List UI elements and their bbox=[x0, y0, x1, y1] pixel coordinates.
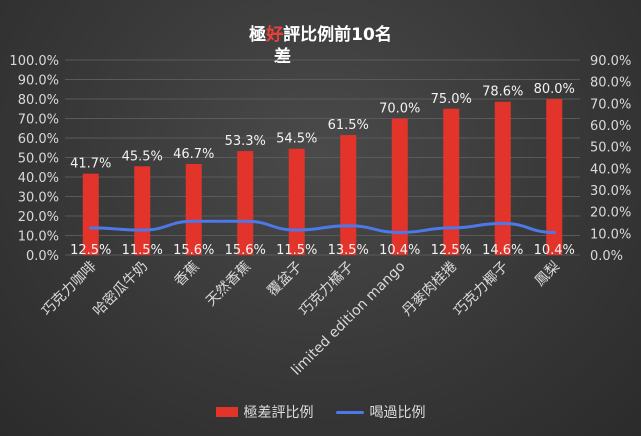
line-value-label: 15.6% bbox=[225, 243, 266, 258]
series-line bbox=[89, 219, 556, 234]
line-point bbox=[346, 224, 350, 228]
line-value-label: 10.4% bbox=[534, 243, 575, 258]
y-left-tick-label: 10.0% bbox=[18, 230, 59, 245]
y-right-tick-label: 10.0% bbox=[590, 227, 631, 242]
y-left-tick-label: 80.0% bbox=[18, 93, 59, 108]
category-label: 覆盆子 bbox=[265, 259, 306, 300]
line-point bbox=[243, 219, 247, 223]
line-point bbox=[140, 228, 144, 232]
title-prefix: 極 bbox=[249, 25, 267, 45]
y-left-tick-label: 100.0% bbox=[9, 54, 59, 69]
bar bbox=[494, 101, 511, 255]
line-point bbox=[89, 226, 93, 230]
line-value-label: 13.5% bbox=[328, 243, 369, 258]
bar bbox=[134, 166, 151, 255]
line-value-label: 12.5% bbox=[70, 243, 111, 258]
y-right-tick-label: 40.0% bbox=[590, 162, 631, 177]
bar-value-label: 78.6% bbox=[482, 85, 523, 100]
legend: 極差評比例 喝過比例 bbox=[0, 402, 641, 422]
bar bbox=[185, 163, 202, 255]
title-rest: 評比例前10名 bbox=[283, 25, 392, 45]
bar bbox=[546, 99, 563, 255]
legend-item-line: 喝過比例 bbox=[335, 402, 426, 422]
line-value-label: 15.6% bbox=[173, 243, 214, 258]
line-point bbox=[295, 228, 299, 232]
y-right-tick-label: 0.0% bbox=[590, 249, 623, 264]
legend-item-bar: 極差評比例 bbox=[215, 402, 314, 422]
bar bbox=[82, 173, 99, 255]
line-value-label: 14.6% bbox=[482, 243, 523, 258]
y-left-tick-label: 70.0% bbox=[18, 113, 59, 128]
title-struck-word: 好 bbox=[266, 25, 284, 45]
legend-label-bar: 極差評比例 bbox=[243, 405, 314, 421]
category-label: 巧克力椰子 bbox=[451, 259, 512, 320]
category-label: 香蕉 bbox=[171, 259, 202, 290]
y-left-tick-label: 50.0% bbox=[18, 152, 59, 167]
y-right-tick-label: 50.0% bbox=[590, 141, 631, 156]
title-correction-note: 差 bbox=[274, 47, 291, 67]
bar-value-label: 45.5% bbox=[122, 149, 163, 164]
legend-swatch-bar bbox=[215, 407, 238, 417]
line-point bbox=[552, 230, 556, 234]
line-point bbox=[501, 221, 505, 225]
legend-label-line: 喝過比例 bbox=[369, 405, 426, 421]
y-left-tick-label: 30.0% bbox=[18, 191, 59, 206]
category-label: 天然香蕉 bbox=[202, 258, 254, 310]
bar-value-label: 53.3% bbox=[225, 134, 266, 149]
category-label: 丹麥肉桂捲 bbox=[399, 259, 460, 320]
category-label: 鳳梨 bbox=[532, 259, 563, 290]
bar bbox=[443, 108, 460, 255]
bar bbox=[391, 118, 408, 255]
chart-title: 極好評比例前10名 bbox=[0, 20, 641, 45]
y-left-tick-label: 60.0% bbox=[18, 132, 59, 147]
bar-value-label: 46.7% bbox=[173, 147, 214, 162]
y-left-tick-label: 90.0% bbox=[18, 74, 59, 89]
legend-swatch-line bbox=[335, 410, 364, 414]
y-left-tick-label: 20.0% bbox=[18, 210, 59, 225]
y-right-tick-label: 20.0% bbox=[590, 206, 631, 221]
y-left-tick-label: 0.0% bbox=[26, 249, 59, 264]
bar-value-label: 61.5% bbox=[328, 118, 369, 133]
line-point bbox=[449, 226, 453, 230]
category-label: 巧克力咖啡 bbox=[39, 259, 100, 320]
y-right-tick-label: 70.0% bbox=[590, 97, 631, 112]
y-right-tick-label: 30.0% bbox=[590, 184, 631, 199]
line-value-label: 12.5% bbox=[431, 243, 472, 258]
line-point bbox=[398, 230, 402, 234]
bar bbox=[288, 148, 305, 255]
line-value-label: 11.5% bbox=[122, 243, 163, 258]
bar-value-label: 75.0% bbox=[431, 92, 472, 107]
bar bbox=[237, 151, 254, 255]
bar-value-label: 41.7% bbox=[70, 157, 111, 172]
bar-value-label: 54.5% bbox=[276, 132, 317, 147]
y-right-tick-label: 60.0% bbox=[590, 119, 631, 134]
line-value-label: 10.4% bbox=[379, 243, 420, 258]
line-value-label: 11.5% bbox=[276, 243, 317, 258]
y-left-tick-label: 40.0% bbox=[18, 171, 59, 186]
bar-value-label: 70.0% bbox=[379, 102, 420, 117]
category-label: 哈密瓜牛奶 bbox=[90, 258, 152, 320]
bar bbox=[340, 135, 357, 255]
y-right-tick-label: 90.0% bbox=[590, 54, 631, 69]
y-right-tick-label: 80.0% bbox=[590, 76, 631, 91]
bar-value-label: 80.0% bbox=[534, 82, 575, 97]
line-point bbox=[192, 219, 196, 223]
